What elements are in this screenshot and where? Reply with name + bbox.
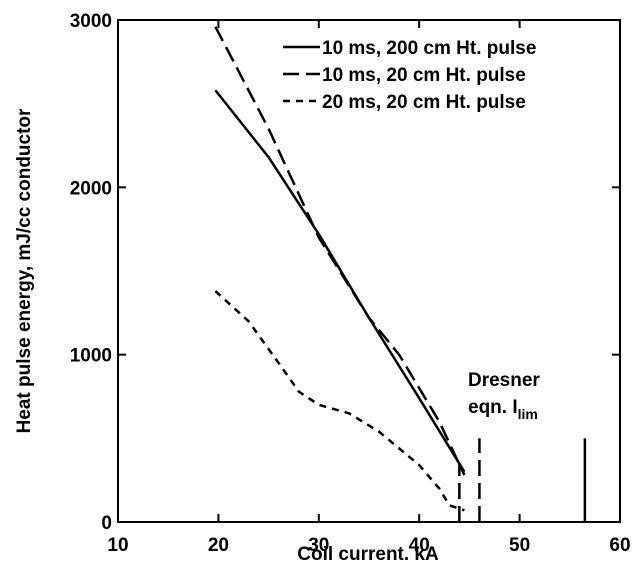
x-tick-label: 30 <box>308 535 329 556</box>
series-line <box>214 26 466 476</box>
series-line <box>214 89 466 473</box>
plot-frame <box>117 19 621 523</box>
x-tick-label: 50 <box>509 535 530 556</box>
annotation-text: eqn. I <box>468 397 518 418</box>
x-tick-label: 60 <box>609 535 630 556</box>
legend-label: 20 ms, 20 cm Ht. pulse <box>322 92 526 113</box>
y-tick-label: 0 <box>101 513 112 534</box>
x-axis-label: Coil current. kA <box>297 544 439 565</box>
annotation-subscript: lim <box>518 406 538 422</box>
legend-label: 10 ms, 200 cm Ht. pulse <box>322 38 536 59</box>
y-axis-label: Heat pulse energy, mJ/cc conductor <box>14 108 35 433</box>
y-tick-label: 2000 <box>70 178 112 199</box>
y-tick-label: 1000 <box>70 346 112 367</box>
x-tick-label: 20 <box>208 535 229 556</box>
x-tick-label: 40 <box>409 535 430 556</box>
x-tick-label: 10 <box>107 535 128 556</box>
series-line <box>214 290 465 512</box>
y-tick-label: 3000 <box>70 11 112 32</box>
annotation: eqn. Ilim <box>468 397 538 422</box>
annotation: Dresner <box>468 370 540 391</box>
legend-label: 10 ms, 20 cm Ht. pulse <box>322 65 526 86</box>
